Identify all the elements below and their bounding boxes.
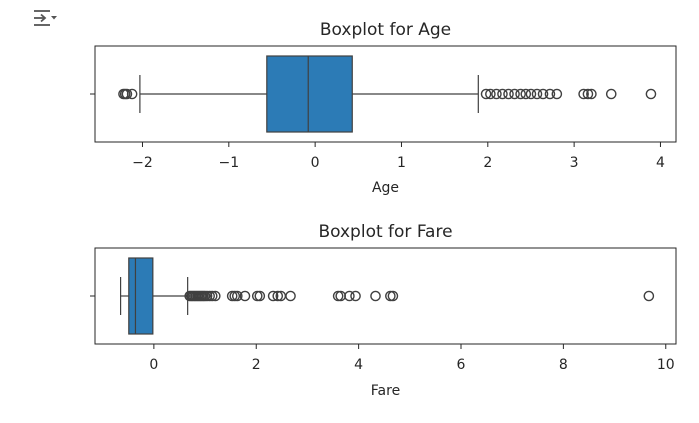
chart1-outlier-point xyxy=(551,88,563,100)
chart2-title: Boxplot for Fare xyxy=(318,222,452,242)
chart2-outlier-point xyxy=(209,290,221,302)
chart1-x-tick-label: −1 xyxy=(218,155,239,171)
chart2-x-tick-label: 0 xyxy=(149,357,158,373)
chart1-x-axis-label: Age xyxy=(372,180,399,196)
chart1-outlier-point xyxy=(509,88,520,100)
chart1-outlier-point xyxy=(645,88,657,100)
chart2-x-tick-label: 10 xyxy=(657,357,675,373)
chart1-outlier-point xyxy=(121,88,133,100)
chart2-outlier-point xyxy=(387,290,399,302)
chart2-outlier-point xyxy=(254,290,266,302)
chart2-outlier-point xyxy=(232,290,243,302)
chart1-x-tick-label: −2 xyxy=(132,155,153,171)
chart2-iqr-box xyxy=(128,257,154,335)
chart1-title: Boxplot for Age xyxy=(320,20,451,40)
chart1-outlier-point xyxy=(480,88,492,100)
chart2-outlier-point xyxy=(267,290,279,302)
chart1-x-tick-label: 0 xyxy=(311,155,320,171)
chart2-x-tick-label: 8 xyxy=(559,357,568,373)
chart1-x-tick-label: 1 xyxy=(397,155,406,171)
chart1-outlier-point xyxy=(582,88,594,100)
chart2-outlier-point xyxy=(285,290,296,302)
chart2-outlier-point xyxy=(206,290,218,302)
chart1-outlier-point xyxy=(525,88,537,100)
chart1-outlier-point xyxy=(537,88,549,100)
chart2-outlier-point xyxy=(272,290,284,302)
chart1-outlier-point xyxy=(503,88,514,100)
chart2-outlier-point xyxy=(370,290,381,302)
chart2-x-tick-label: 4 xyxy=(354,357,363,373)
chart2-outlier-point xyxy=(239,290,251,302)
chart1-x-tick-label: 2 xyxy=(483,155,492,171)
chart2-outlier-point xyxy=(350,290,361,302)
chart1-outlier-point xyxy=(497,88,508,100)
chart2-outlier-point xyxy=(344,290,355,302)
chart1-x-tick-label: 4 xyxy=(656,155,665,171)
chart1-iqr-box xyxy=(266,55,353,133)
chart1-x-tick-label: 3 xyxy=(570,155,579,171)
chart1-outlier-point xyxy=(515,88,526,100)
chart2-x-tick-label: 6 xyxy=(457,357,466,373)
chart1-outlier-point xyxy=(544,88,556,100)
chart1-outlier-point xyxy=(531,88,543,100)
chart2-outlier-point xyxy=(643,290,655,302)
chart1-outlier-point xyxy=(605,88,617,100)
chart1-outlier-point xyxy=(485,88,496,100)
chart1-outlier-point xyxy=(520,88,532,100)
chart2-x-tick-label: 2 xyxy=(252,357,261,373)
output-collapse-icon[interactable] xyxy=(30,6,60,30)
chart1-outlier-point xyxy=(491,88,502,100)
chart1-outlier-point xyxy=(578,88,589,100)
chart1-outlier-point xyxy=(126,88,138,100)
chart2-x-axis-label: Fare xyxy=(371,383,400,399)
chart1-outlier-point xyxy=(586,88,597,100)
